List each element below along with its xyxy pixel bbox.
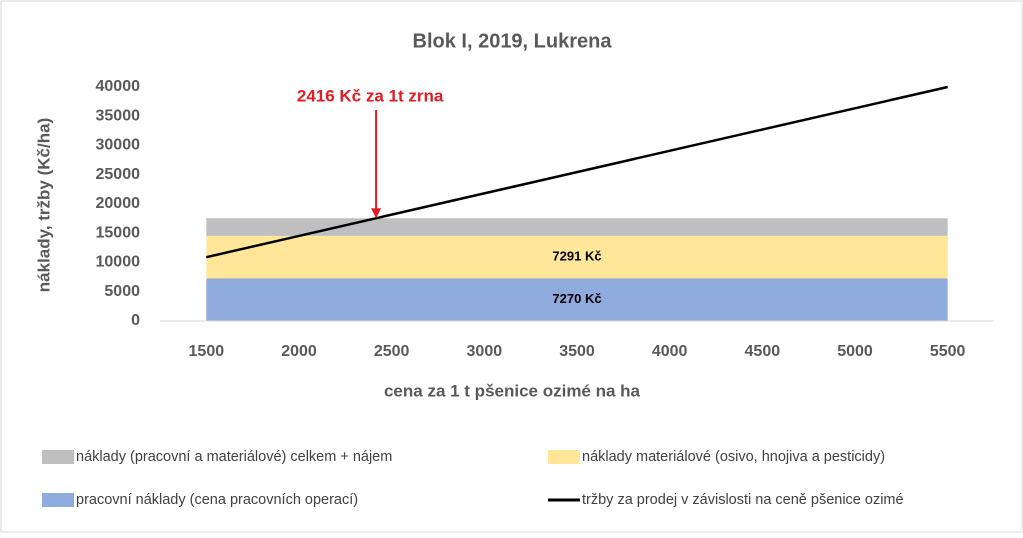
- y-tick-label: 25000: [96, 166, 141, 183]
- y-tick-label: 20000: [96, 195, 141, 212]
- legend-label: náklady (pracovní a materiálové) celkem …: [76, 449, 392, 465]
- y-tick-label: 0: [131, 312, 140, 329]
- y-tick-label: 5000: [104, 283, 140, 300]
- y-tick-label: 10000: [96, 254, 141, 271]
- line: [206, 85, 948, 259]
- legend-swatch: [548, 450, 580, 464]
- x-axis-label: cena za 1 t pšenice ozimé na ha: [384, 381, 641, 400]
- area: [206, 218, 948, 236]
- legend-swatch: [42, 450, 74, 464]
- area: [206, 235, 948, 279]
- y-tick-label: 30000: [96, 137, 141, 154]
- x-tick-label: 2000: [281, 343, 317, 360]
- y-tick-label: 35000: [96, 107, 141, 124]
- x-tick-label: 3000: [467, 343, 503, 360]
- data-label: 7291 Kč: [552, 249, 601, 264]
- chart-title: Blok I, 2019, Lukrena: [413, 30, 613, 52]
- data-label: 7270 Kč: [552, 291, 601, 306]
- area: [206, 278, 948, 321]
- x-tick-label: 2500: [374, 343, 410, 360]
- legend-label: pracovní náklady (cena pracovních operac…: [76, 492, 358, 508]
- legend-label: tržby za prodej v závislosti na ceně pše…: [582, 492, 904, 508]
- y-tick-label: 40000: [96, 78, 141, 95]
- x-tick-label: 5000: [837, 343, 873, 360]
- legend-swatch: [42, 493, 74, 507]
- legend-label: náklady materiálové (osivo, hnojiva a pe…: [582, 449, 885, 465]
- x-tick-label: 5500: [930, 343, 966, 360]
- x-tick-label: 1500: [189, 343, 225, 360]
- x-tick-label: 4500: [745, 343, 781, 360]
- y-axis-label: náklady, tržby (Kč/ha): [34, 118, 53, 292]
- annotation-arrowhead: [371, 208, 382, 219]
- annotation: 2416 Kč za 1t zrna: [297, 86, 444, 105]
- x-tick-label: 3500: [559, 343, 595, 360]
- y-tick-label: 15000: [96, 224, 141, 241]
- x-tick-label: 4000: [652, 343, 688, 360]
